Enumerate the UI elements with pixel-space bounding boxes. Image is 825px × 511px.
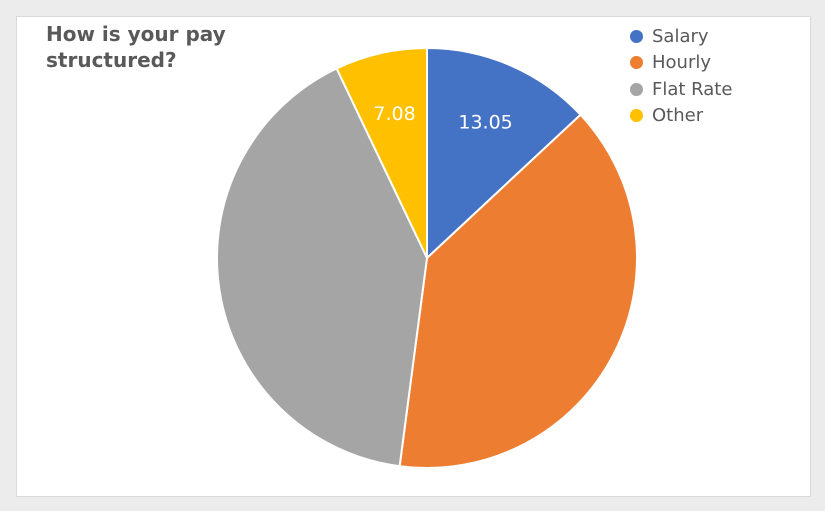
pie-slice-salary bbox=[426, 46, 582, 261]
legend-marker bbox=[630, 109, 643, 123]
pie-slice-flat-rate bbox=[216, 67, 429, 468]
legend-marker bbox=[630, 29, 643, 43]
legend-label: Flat Rate bbox=[652, 78, 733, 100]
pie-slice-other bbox=[335, 46, 428, 259]
legend-item-flat-rate: Flat Rate bbox=[630, 76, 732, 103]
data-label-other: 7.08 bbox=[373, 103, 415, 125]
data-label-salary: 13.05 bbox=[458, 112, 512, 134]
legend-item-other: Other bbox=[630, 103, 732, 130]
legend-item-hourly: Hourly bbox=[630, 50, 732, 77]
legend-label: Hourly bbox=[652, 52, 712, 74]
legend-marker bbox=[630, 56, 643, 70]
legend-item-salary: Salary bbox=[630, 23, 732, 50]
legend-marker bbox=[630, 82, 643, 96]
legend-label: Other bbox=[652, 105, 704, 127]
chart-title: How is your pay structured? bbox=[46, 22, 226, 72]
legend-label: Salary bbox=[652, 25, 709, 47]
chart-legend: Salary Hourly Flat Rate Other bbox=[630, 23, 732, 129]
pie-slice-hourly bbox=[398, 113, 638, 469]
